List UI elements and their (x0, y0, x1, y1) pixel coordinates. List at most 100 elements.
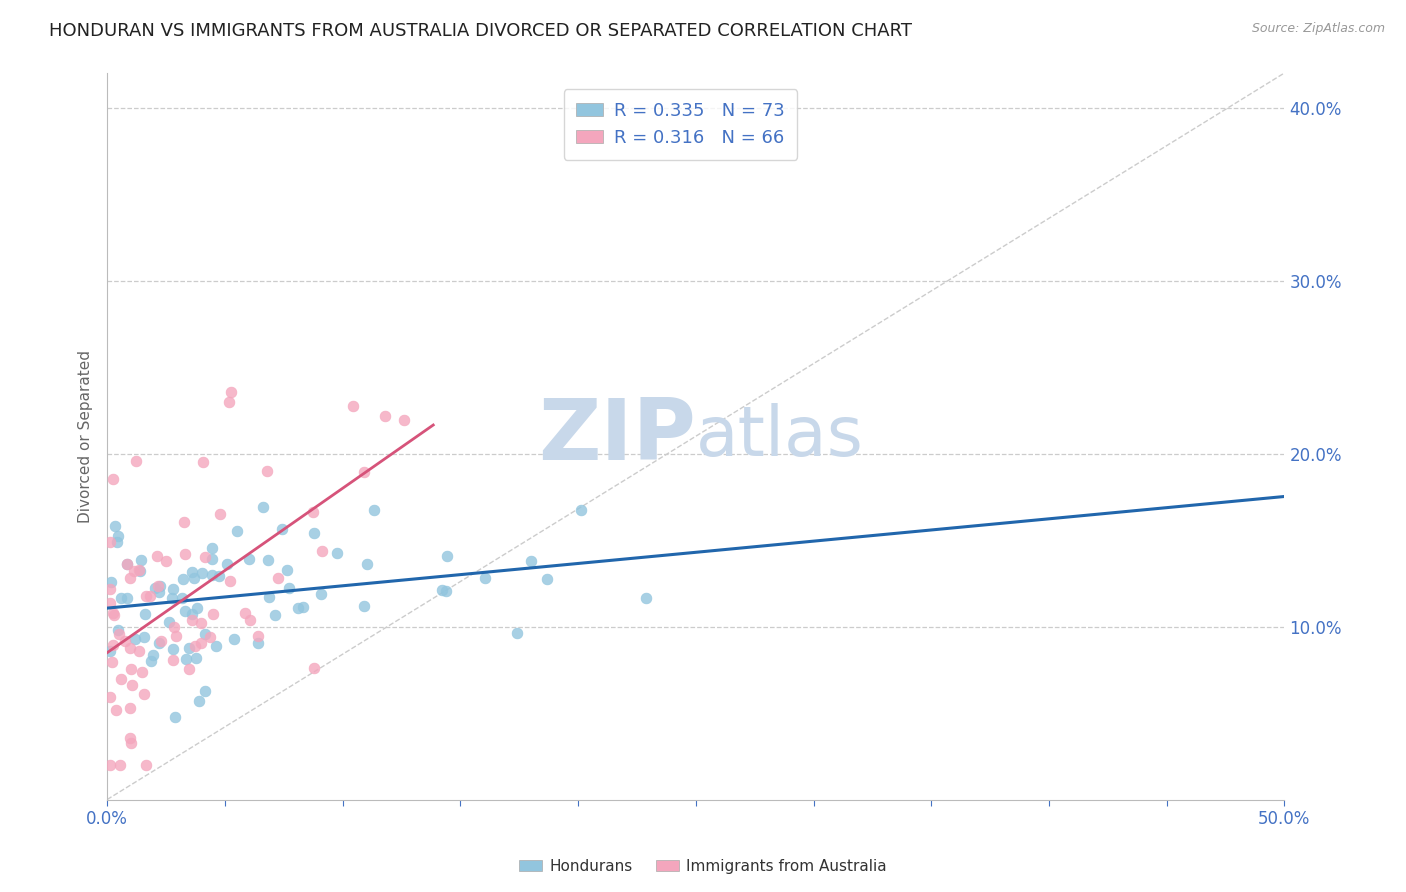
Point (292, 599, 315, 614)
Point (118, 701, 141, 715)
Point (98, 644, 121, 658)
Point (150, 633, 173, 648)
Point (302, 661, 325, 675)
Point (173, 515, 195, 529)
Y-axis label: Divorced or Separated: Divorced or Separated (79, 350, 93, 523)
Point (208, 568, 231, 582)
Point (302, 526, 325, 541)
Point (252, 500, 274, 514)
Point (186, 601, 208, 615)
Point (157, 615, 180, 629)
Point (430, 582, 453, 597)
Point (225, 524, 247, 538)
Point (120, 662, 142, 676)
Point (125, 454, 148, 468)
Point (141, 654, 163, 668)
Point (120, 736, 142, 750)
Point (134, 607, 156, 621)
Point (177, 662, 200, 676)
Point (256, 553, 278, 567)
Point (128, 563, 150, 577)
Point (139, 589, 162, 603)
Point (198, 630, 221, 644)
Point (114, 634, 136, 648)
Point (132, 687, 155, 701)
Point (103, 608, 125, 623)
Point (302, 505, 325, 519)
Point (174, 651, 197, 665)
Point (142, 648, 165, 662)
Point (353, 465, 375, 479)
Point (104, 518, 127, 533)
Point (222, 632, 245, 647)
Point (118, 641, 141, 656)
Point (107, 623, 129, 637)
Point (267, 571, 290, 585)
Point (181, 566, 204, 580)
Point (146, 549, 169, 563)
Point (128, 564, 150, 578)
Point (98, 758, 121, 772)
Point (256, 464, 278, 478)
Point (122, 564, 145, 578)
Point (247, 629, 270, 643)
Point (131, 665, 153, 679)
Point (162, 641, 184, 656)
Point (177, 640, 200, 655)
Point (105, 534, 128, 549)
Point (506, 625, 529, 640)
Point (636, 591, 658, 605)
Point (172, 591, 194, 606)
Point (233, 607, 256, 621)
Legend: Hondurans, Immigrants from Australia: Hondurans, Immigrants from Australia (513, 853, 893, 880)
Text: HONDURAN VS IMMIGRANTS FROM AUSTRALIA DIVORCED OR SEPARATED CORRELATION CHART: HONDURAN VS IMMIGRANTS FROM AUSTRALIA DI… (49, 22, 912, 40)
Point (162, 582, 184, 596)
Point (311, 543, 333, 558)
Point (101, 655, 124, 669)
Point (160, 591, 183, 606)
Point (277, 582, 299, 596)
Point (536, 572, 558, 586)
Point (201, 541, 224, 555)
Point (201, 607, 224, 621)
Point (309, 586, 332, 600)
Text: atlas: atlas (696, 403, 863, 470)
Point (201, 551, 224, 566)
Point (162, 653, 184, 667)
Point (191, 566, 214, 580)
Point (194, 549, 217, 564)
Point (190, 636, 212, 650)
Point (107, 528, 129, 542)
Point (135, 589, 157, 603)
Point (436, 549, 458, 563)
Point (474, 571, 496, 585)
Point (172, 572, 194, 586)
Point (205, 639, 228, 653)
Point (519, 554, 541, 568)
Point (353, 599, 375, 614)
Text: ZIP: ZIP (538, 395, 696, 478)
Point (239, 613, 262, 627)
Point (217, 557, 239, 571)
Point (148, 585, 170, 599)
Legend: R = 0.335   N = 73, R = 0.316   N = 66: R = 0.335 N = 73, R = 0.316 N = 66 (564, 89, 797, 160)
Point (155, 554, 177, 568)
Point (104, 703, 127, 717)
Point (100, 574, 122, 589)
Point (201, 568, 224, 582)
Point (270, 522, 292, 536)
Point (218, 395, 240, 409)
Point (117, 591, 139, 605)
Text: Source: ZipAtlas.com: Source: ZipAtlas.com (1251, 22, 1385, 36)
Point (98, 582, 121, 596)
Point (276, 563, 298, 577)
Point (124, 632, 146, 647)
Point (219, 574, 242, 589)
Point (342, 399, 364, 413)
Point (98, 596, 121, 610)
Point (163, 620, 186, 634)
Point (117, 557, 139, 571)
Point (108, 758, 131, 772)
Point (163, 710, 186, 724)
Point (120, 571, 142, 585)
